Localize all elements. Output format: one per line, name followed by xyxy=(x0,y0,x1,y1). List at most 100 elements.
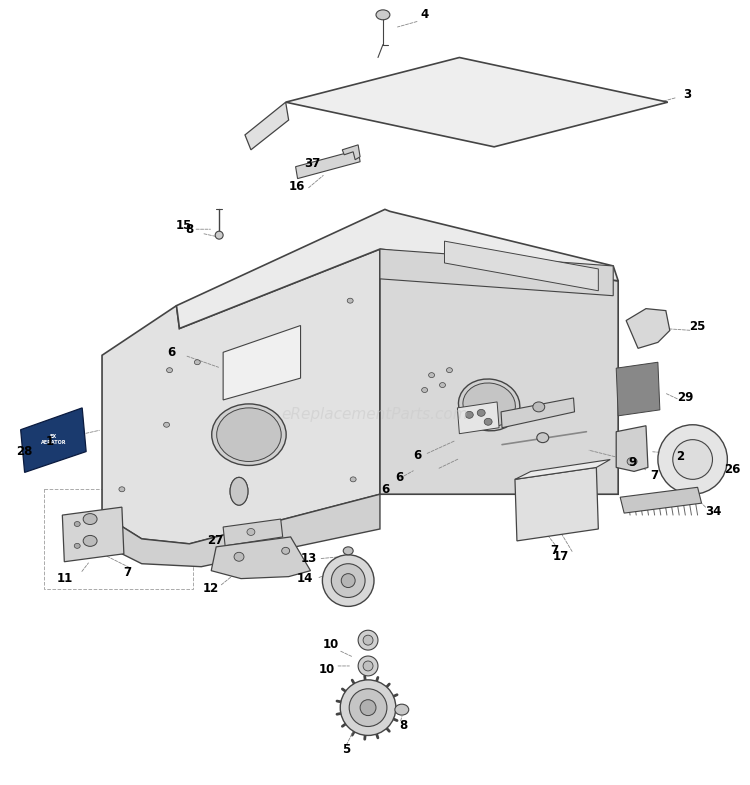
Ellipse shape xyxy=(463,383,515,427)
Text: 13: 13 xyxy=(300,553,316,565)
Ellipse shape xyxy=(532,402,544,412)
Polygon shape xyxy=(626,309,670,349)
Ellipse shape xyxy=(340,680,396,736)
Text: 7: 7 xyxy=(550,544,559,557)
Polygon shape xyxy=(176,210,618,328)
Polygon shape xyxy=(286,57,668,147)
Text: 6: 6 xyxy=(167,346,176,359)
Polygon shape xyxy=(620,487,701,513)
Text: 16: 16 xyxy=(289,180,304,193)
Polygon shape xyxy=(102,249,380,544)
Text: 28: 28 xyxy=(16,445,33,458)
Polygon shape xyxy=(224,326,301,400)
Text: 34: 34 xyxy=(705,505,722,517)
Text: EX
AERATOR: EX AERATOR xyxy=(40,434,66,445)
Text: 2: 2 xyxy=(676,450,684,463)
Ellipse shape xyxy=(446,367,452,373)
Polygon shape xyxy=(515,467,598,541)
Text: 3: 3 xyxy=(683,88,692,100)
Text: 12: 12 xyxy=(203,582,219,595)
Text: 8: 8 xyxy=(400,719,408,732)
Ellipse shape xyxy=(282,547,290,554)
Text: 10: 10 xyxy=(318,663,334,677)
Ellipse shape xyxy=(658,425,728,495)
Ellipse shape xyxy=(347,298,353,303)
Ellipse shape xyxy=(74,521,80,527)
Ellipse shape xyxy=(344,547,353,555)
Ellipse shape xyxy=(440,382,446,388)
Ellipse shape xyxy=(363,635,373,645)
Ellipse shape xyxy=(627,458,637,466)
Ellipse shape xyxy=(341,574,356,587)
Ellipse shape xyxy=(230,477,248,506)
Ellipse shape xyxy=(465,411,473,418)
Polygon shape xyxy=(616,425,648,472)
Ellipse shape xyxy=(350,476,356,482)
Text: 15: 15 xyxy=(176,219,191,232)
Text: 25: 25 xyxy=(689,320,706,333)
Ellipse shape xyxy=(358,656,378,676)
Ellipse shape xyxy=(360,699,376,716)
Ellipse shape xyxy=(247,528,255,535)
Polygon shape xyxy=(515,459,610,480)
Ellipse shape xyxy=(484,418,492,425)
Ellipse shape xyxy=(394,704,409,715)
Ellipse shape xyxy=(119,487,124,491)
Polygon shape xyxy=(445,241,598,290)
Ellipse shape xyxy=(83,513,97,524)
Ellipse shape xyxy=(234,553,244,561)
Text: 11: 11 xyxy=(56,572,73,585)
Text: 6: 6 xyxy=(396,471,404,484)
Text: 27: 27 xyxy=(207,535,224,547)
Ellipse shape xyxy=(477,409,485,416)
Text: 14: 14 xyxy=(296,572,313,585)
Ellipse shape xyxy=(217,408,281,462)
Ellipse shape xyxy=(332,564,365,597)
Polygon shape xyxy=(380,249,614,296)
Text: 7: 7 xyxy=(123,566,131,579)
Text: 10: 10 xyxy=(322,637,338,651)
Text: 9: 9 xyxy=(628,456,636,469)
Ellipse shape xyxy=(350,688,387,726)
Ellipse shape xyxy=(537,433,549,443)
Ellipse shape xyxy=(194,360,200,365)
Ellipse shape xyxy=(458,379,520,431)
Text: eReplacementParts.com: eReplacementParts.com xyxy=(282,407,468,422)
Text: 37: 37 xyxy=(304,157,320,170)
Ellipse shape xyxy=(376,10,390,20)
Ellipse shape xyxy=(358,630,378,650)
Ellipse shape xyxy=(322,555,374,606)
Polygon shape xyxy=(458,402,499,433)
Text: 5: 5 xyxy=(342,743,350,756)
Text: 6: 6 xyxy=(413,449,422,462)
Text: 6: 6 xyxy=(381,483,389,496)
Ellipse shape xyxy=(230,477,248,506)
Text: 8: 8 xyxy=(185,223,194,235)
Ellipse shape xyxy=(83,535,97,546)
Text: 26: 26 xyxy=(724,463,740,476)
Ellipse shape xyxy=(74,543,80,549)
Ellipse shape xyxy=(422,388,428,392)
Text: 1: 1 xyxy=(45,435,53,448)
Ellipse shape xyxy=(211,404,286,466)
Polygon shape xyxy=(501,398,574,428)
Bar xyxy=(44,489,194,589)
Text: 4: 4 xyxy=(421,9,429,21)
Text: 17: 17 xyxy=(553,550,568,564)
Polygon shape xyxy=(380,249,618,495)
Ellipse shape xyxy=(166,367,172,373)
Ellipse shape xyxy=(673,440,712,480)
Polygon shape xyxy=(211,537,310,579)
Polygon shape xyxy=(62,507,124,562)
Polygon shape xyxy=(224,519,283,546)
Polygon shape xyxy=(296,150,360,179)
Polygon shape xyxy=(616,362,660,416)
Ellipse shape xyxy=(164,422,170,427)
Ellipse shape xyxy=(363,661,373,671)
Ellipse shape xyxy=(215,232,223,239)
Polygon shape xyxy=(21,408,86,473)
Ellipse shape xyxy=(428,373,434,378)
Polygon shape xyxy=(102,495,380,567)
Text: 29: 29 xyxy=(677,392,694,404)
Polygon shape xyxy=(342,145,360,159)
